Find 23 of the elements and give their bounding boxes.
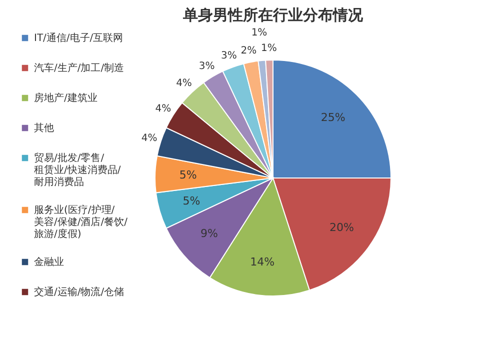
data-label: 3%: [198, 61, 215, 72]
legend-label: 汽车/生产/加工/制造: [34, 62, 124, 74]
legend-label: 金融业: [34, 256, 64, 268]
legend-label: 其他: [34, 122, 54, 134]
data-label: 4%: [176, 78, 192, 90]
data-label: 14%: [250, 255, 275, 268]
data-label: 2%: [240, 45, 257, 56]
data-label: 25%: [320, 110, 346, 124]
legend-label: 房地产/建筑业: [34, 92, 98, 104]
data-label: 4%: [155, 103, 172, 114]
data-label: 5%: [182, 194, 200, 208]
data-label: 3%: [221, 50, 237, 62]
legend-label: 服务业(医疗/护理/美容/保健/酒店/餐饮/旅游/度假): [34, 204, 128, 240]
legend-label: IT/通信/电子/互联网: [34, 32, 124, 44]
data-label: 1%: [260, 43, 277, 54]
data-label: 20%: [330, 220, 354, 234]
legend-label: 贸易/批发/零售/租赁业/快速消费品/耐用消费品: [34, 152, 122, 188]
data-label: 9%: [200, 227, 218, 240]
data-label: 5%: [179, 168, 197, 182]
data-label: 4%: [141, 132, 158, 144]
data-label: 1%: [251, 28, 268, 39]
chart-title: 单身男性所在行业分布情况: [182, 6, 364, 24]
legend-label: 交通/运输/物流/仓储: [34, 286, 124, 298]
